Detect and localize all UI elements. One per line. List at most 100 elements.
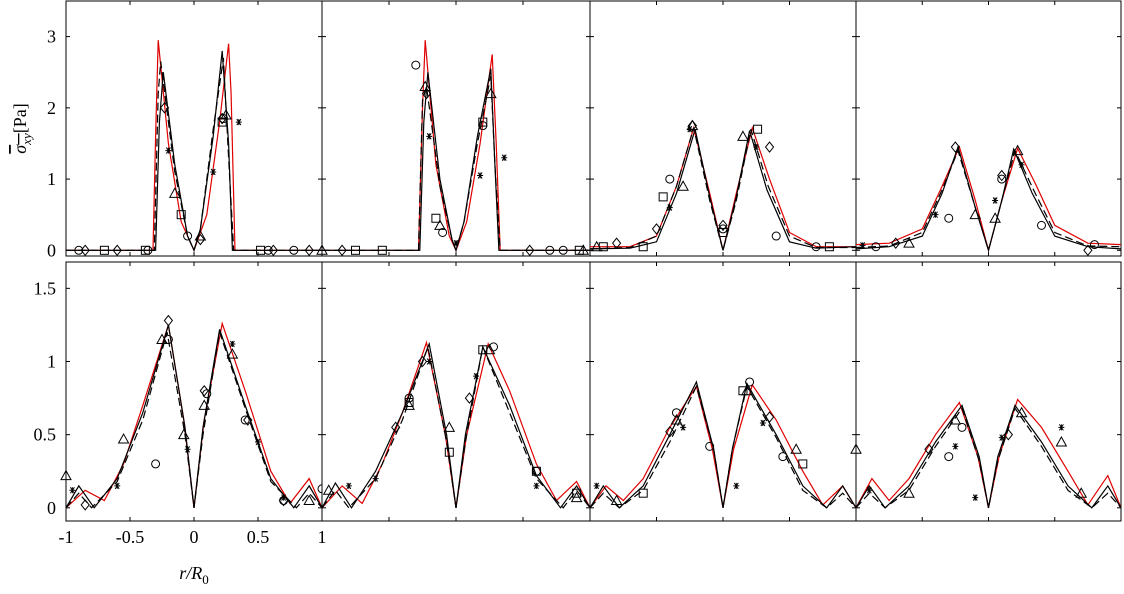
marker-asterisk <box>165 147 172 154</box>
curve <box>855 148 1122 253</box>
marker-square <box>431 213 441 223</box>
y-label-symbol: σ <box>10 144 30 154</box>
marker-triangle <box>850 443 862 454</box>
marker-circle <box>944 213 954 223</box>
marker-asterisk <box>733 482 740 490</box>
curve <box>855 406 1122 509</box>
marker-circle <box>74 245 84 255</box>
marker-asterisk <box>859 242 866 249</box>
marker-triangle <box>1075 487 1088 498</box>
marker-triangle <box>969 208 982 220</box>
marker-diamond <box>464 392 475 404</box>
marker-triangle <box>577 244 590 255</box>
marker-asterisk <box>280 494 287 501</box>
x-label-subscript: 0 <box>202 572 209 587</box>
marker-asterisk <box>593 482 600 490</box>
curve <box>322 75 590 253</box>
panel <box>321 261 591 522</box>
marker-asterisk <box>932 211 939 218</box>
panel <box>589 0 857 257</box>
marker-circle <box>489 342 499 352</box>
marker-square <box>753 124 763 134</box>
marker-circle <box>997 174 1007 184</box>
y-tick-label: 0 <box>47 498 56 518</box>
marker-diamond <box>611 237 622 249</box>
marker-diamond <box>80 499 90 511</box>
marker-triangle <box>903 487 915 498</box>
marker-asterisk <box>992 197 999 204</box>
marker-diamond <box>950 141 961 153</box>
marker-circle <box>240 415 250 425</box>
marker-circle <box>811 242 821 252</box>
marker-diamond <box>391 421 401 434</box>
marker-diamond <box>268 244 279 257</box>
panel-frame <box>855 0 1122 257</box>
marker-asterisk <box>453 239 459 247</box>
marker-triangle <box>60 469 72 481</box>
marker-triangle <box>1055 435 1068 447</box>
marker-diamond <box>997 169 1007 182</box>
marker-asterisk <box>686 125 693 133</box>
marker-diamond <box>651 223 662 235</box>
panel: 0 1 2 3 σxy[Pa] <box>10 0 323 260</box>
marker-triangle <box>737 130 749 141</box>
marker-triangle <box>198 399 211 410</box>
marker-triangle <box>117 433 130 444</box>
x-tick-label: 1 <box>318 527 327 547</box>
marker-diamond <box>417 355 428 368</box>
marker-triangle <box>156 333 168 345</box>
marker-diamond <box>525 244 535 257</box>
marker-asterisk <box>477 172 484 179</box>
marker-circle <box>771 231 781 241</box>
marker-asterisk <box>759 419 766 427</box>
marker-diamond <box>243 414 253 426</box>
marker-asterisk <box>345 482 352 490</box>
marker-circle <box>944 452 954 462</box>
marker-square <box>824 242 834 252</box>
marker-square <box>658 192 668 202</box>
marker-square <box>638 242 648 252</box>
marker-triangle <box>610 494 623 506</box>
marker-diamond <box>159 102 170 114</box>
marker-circle <box>957 422 967 432</box>
marker-triangle <box>741 384 753 396</box>
marker-square <box>256 245 266 255</box>
marker-triangle <box>168 187 181 198</box>
marker-diamond <box>278 494 289 507</box>
x-tick-label: -1 <box>59 527 74 547</box>
x-tick-label: -0.5 <box>116 527 145 547</box>
marker-asterisk <box>666 204 673 211</box>
curve <box>321 344 591 509</box>
marker-diamond <box>217 112 227 125</box>
marker-asterisk <box>972 494 979 501</box>
marker-circle <box>778 452 788 462</box>
marker-triangle <box>419 80 432 91</box>
y-tick-label: 3 <box>47 27 56 47</box>
marker-circle <box>558 245 568 255</box>
marker-asterisk <box>372 475 379 482</box>
marker-triangle <box>434 219 446 230</box>
panel-frame <box>589 261 857 522</box>
marker-triangle <box>677 180 689 191</box>
marker-diamond <box>199 384 209 397</box>
panel <box>316 0 591 257</box>
marker-square <box>351 245 360 255</box>
y-tick-label: 0.5 <box>34 425 57 445</box>
y-label-unit: [Pa] <box>10 103 30 133</box>
marker-asterisk <box>753 143 760 151</box>
marker-asterisk <box>866 486 873 494</box>
panel-frame <box>855 261 1122 522</box>
x-tick-label: 0.5 <box>247 527 270 547</box>
marker-square <box>638 488 648 498</box>
panel-frame <box>589 0 857 257</box>
marker-circle <box>1037 220 1046 230</box>
marker-circle <box>151 459 161 469</box>
marker-asterisk <box>501 154 508 161</box>
marker-diamond <box>163 314 174 327</box>
marker-diamond <box>1003 428 1014 441</box>
x-label-main: r/R <box>179 563 202 583</box>
marker-asterisk <box>1018 161 1025 169</box>
panel-frame <box>65 261 323 522</box>
marker-triangle <box>403 399 415 410</box>
